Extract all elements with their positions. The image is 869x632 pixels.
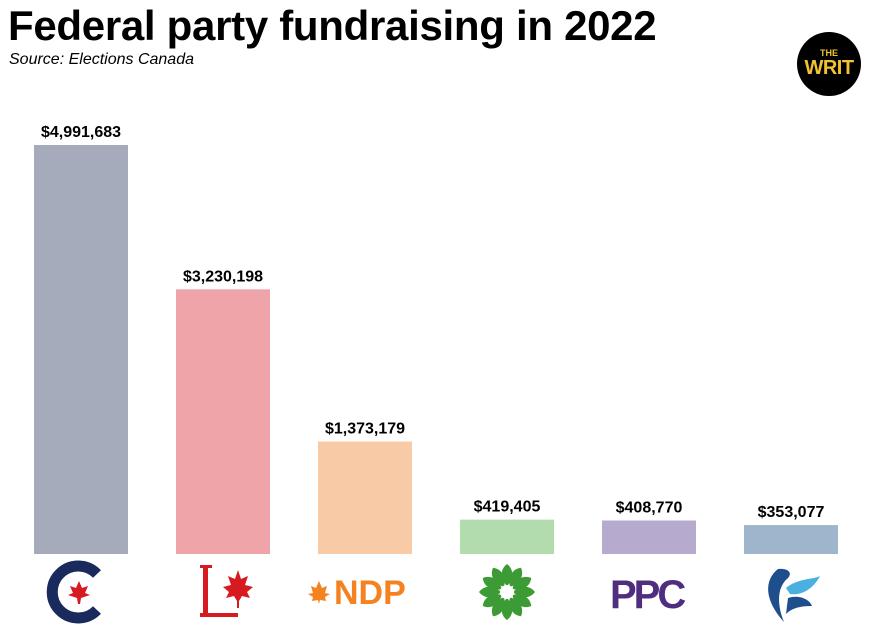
ppc-logo-text: PPC bbox=[610, 573, 685, 617]
ppc-logo-icon: PPC bbox=[610, 573, 688, 617]
chart-title: Federal party fundraising in 2022 bbox=[8, 2, 657, 49]
green-flower-logo-icon bbox=[479, 564, 535, 620]
data-label-4: $419,405 bbox=[474, 499, 541, 516]
green-petal bbox=[491, 597, 505, 617]
the-writ-logo-bottom: WRIT bbox=[804, 57, 854, 79]
green-petal bbox=[512, 576, 532, 590]
ndp-logo-icon: NDP bbox=[308, 574, 406, 612]
green-petal bbox=[512, 594, 532, 608]
data-label-1: $4,991,683 bbox=[41, 124, 121, 141]
chart-subtitle: Source: Elections Canada bbox=[9, 51, 194, 68]
data-label-5: $408,770 bbox=[616, 500, 683, 517]
bar-5 bbox=[602, 520, 696, 554]
data-labels-layer: $4,991,683 $3,230,198 $1,373,179 $419,405 $4… bbox=[41, 124, 825, 521]
bar-4 bbox=[460, 519, 554, 554]
green-petal bbox=[509, 567, 523, 587]
green-petals bbox=[479, 564, 535, 620]
data-label-6: $353,077 bbox=[758, 504, 825, 521]
bloc-logo-icon bbox=[768, 568, 820, 622]
green-petal bbox=[509, 597, 523, 617]
green-petal bbox=[482, 594, 502, 608]
bar-2 bbox=[176, 289, 270, 554]
the-writ-logo: THE WRIT bbox=[797, 32, 861, 96]
bar-6 bbox=[744, 525, 838, 554]
bar-1 bbox=[34, 145, 128, 554]
green-petal bbox=[491, 567, 505, 587]
bars-layer bbox=[34, 145, 838, 554]
liberal-logo-icon bbox=[200, 565, 253, 617]
party-logos-layer: NDP PPC bbox=[46, 560, 820, 624]
the-writ-logo-top: THE bbox=[820, 48, 838, 58]
ndp-logo-text: NDP bbox=[334, 574, 406, 612]
conservative-logo-icon bbox=[46, 560, 101, 624]
bar-3 bbox=[318, 441, 412, 554]
data-label-3: $1,373,179 bbox=[325, 420, 405, 437]
green-petal bbox=[482, 576, 502, 590]
data-label-2: $3,230,198 bbox=[183, 268, 263, 285]
